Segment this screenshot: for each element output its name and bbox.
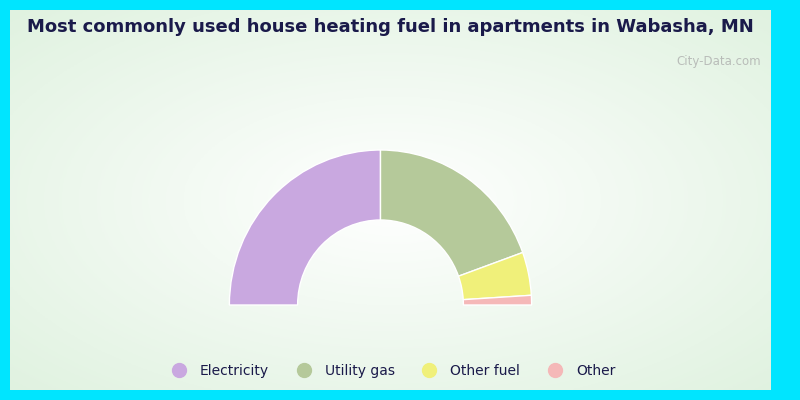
Legend: Electricity, Utility gas, Other fuel, Other: Electricity, Utility gas, Other fuel, Ot… — [166, 364, 615, 378]
Text: Most commonly used house heating fuel in apartments in Wabasha, MN: Most commonly used house heating fuel in… — [27, 18, 754, 36]
Wedge shape — [463, 295, 532, 305]
Wedge shape — [381, 150, 522, 276]
Wedge shape — [230, 150, 381, 305]
Text: City-Data.com: City-Data.com — [676, 55, 761, 68]
Wedge shape — [458, 252, 531, 300]
